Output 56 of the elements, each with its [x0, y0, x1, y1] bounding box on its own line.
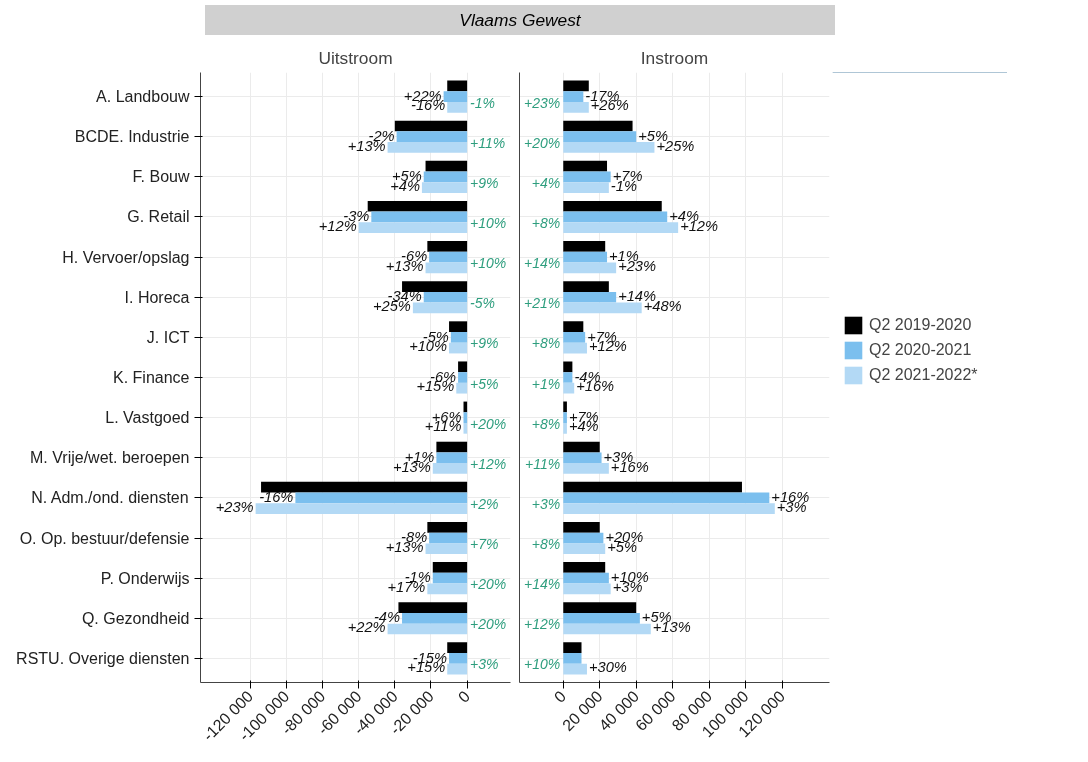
legend-label: Q2 2019-2020	[869, 315, 972, 334]
y-tick-label: K. Finance	[113, 369, 190, 386]
annotation: +8%	[531, 335, 561, 352]
y-tick-label: N. Adm./ond. diensten	[31, 489, 189, 507]
annotation: +3%	[470, 656, 499, 673]
y-tick-label: L. Vastgoed	[105, 409, 190, 427]
annotation: -16%	[259, 489, 294, 506]
annotation: +20%	[470, 415, 507, 432]
annotation: +11%	[470, 134, 506, 151]
annotation: +30%	[588, 659, 627, 676]
annotation: +1%	[531, 375, 561, 392]
annotation: +20%	[524, 134, 561, 151]
y-tick-label: RSTU. Overige diensten	[16, 649, 190, 667]
y-tick-label: A. Landbouw	[96, 88, 190, 106]
chart-title: Vlaams Gewest	[459, 9, 581, 32]
annotation: +11%	[525, 455, 561, 472]
annotation: +20%	[470, 616, 507, 633]
chart-subtitle: Uitstroom	[318, 47, 393, 68]
annotation: +8%	[531, 415, 561, 432]
annotation: +23%	[524, 94, 561, 111]
y-tick-label: P. Onderwijs	[100, 569, 190, 587]
annotation: +20%	[470, 576, 507, 593]
y-tick-label: M. Vrije/wet. beroepen	[30, 449, 190, 467]
y-tick-label: G. Retail	[127, 208, 190, 226]
chart-subtitle: Instroom	[640, 47, 709, 68]
annotation: -5%	[470, 295, 496, 312]
annotation: +12%	[470, 455, 507, 472]
y-tick-label: Q. Gezondheid	[81, 609, 190, 627]
y-tick-label: J. ICT	[146, 328, 190, 346]
y-tick-label: H. Vervoer/opslag	[62, 248, 190, 266]
y-tick-label: BCDE. Industrie	[74, 128, 190, 146]
annotation: +21%	[524, 295, 561, 312]
y-tick-label: O. Op. bestuur/defensie	[19, 529, 190, 547]
annotation: +7%	[470, 536, 499, 553]
annotation: +8%	[531, 536, 561, 553]
annotation: +14%	[524, 576, 561, 593]
annotation: +12%	[524, 616, 561, 633]
annotation: -1%	[470, 94, 496, 111]
x-tick-label: 0	[454, 687, 474, 706]
annotation: +9%	[470, 335, 499, 352]
y-tick-label: F. Bouw	[132, 168, 190, 186]
annotation: +10%	[470, 255, 507, 272]
annotation: +8%	[531, 214, 561, 231]
annotation: +23%	[215, 498, 254, 515]
annotation: +3%	[531, 495, 561, 512]
x-tick-label: 0	[550, 687, 570, 706]
y-tick-label: I. Horeca	[124, 288, 190, 306]
annotation: +4%	[531, 174, 561, 191]
annotation: +10%	[470, 214, 507, 231]
legend-label: Q2 2021-2022*	[869, 365, 978, 384]
annotation: +10%	[524, 656, 561, 673]
legend-label: Q2 2020-2021	[869, 340, 972, 359]
annotation: +2%	[470, 495, 499, 512]
annotation: +14%	[524, 255, 561, 272]
annotation: +5%	[470, 375, 499, 392]
annotation: +9%	[470, 174, 499, 191]
